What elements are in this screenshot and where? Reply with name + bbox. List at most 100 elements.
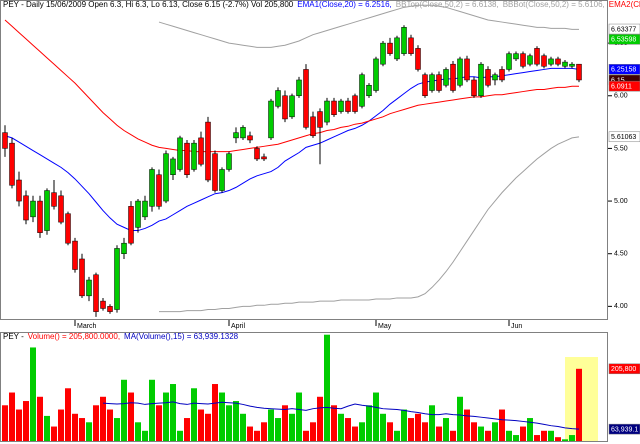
candle-body — [86, 279, 92, 297]
candle-body — [198, 137, 204, 165]
volume-bar — [450, 430, 456, 441]
volume-bar — [233, 401, 239, 441]
candle-body — [212, 153, 218, 191]
volume-bar — [247, 426, 253, 441]
volume-bar — [359, 422, 365, 441]
value-marker-label: 6.25158 — [611, 67, 636, 74]
candle-body — [562, 61, 568, 67]
value-marker — [608, 64, 640, 75]
candle-body — [485, 69, 491, 86]
volume-bar — [282, 405, 288, 441]
legend-entry: BBBot(Close,50,2) = 5.6106, — [503, 0, 605, 9]
volume-ma-line — [102, 401, 580, 430]
candle-body — [394, 37, 400, 60]
candle-body — [380, 42, 386, 65]
volume-bar — [338, 413, 344, 441]
volume-bar — [37, 396, 43, 441]
volume-bar — [65, 388, 71, 441]
candle-body — [23, 195, 29, 221]
volume-bar — [254, 430, 260, 441]
candle-body — [373, 58, 379, 91]
candle-body — [121, 242, 127, 254]
value-marker-label: 6.53598 — [611, 37, 636, 44]
candle-body — [191, 142, 197, 170]
y-tick-label: 5.50 — [614, 145, 628, 152]
volume-bar — [44, 415, 50, 441]
candle-body — [275, 90, 281, 107]
candle-body — [359, 74, 365, 107]
candle-body — [548, 58, 554, 65]
volume-bar — [16, 409, 22, 441]
candle-body — [366, 84, 372, 97]
candle-body — [436, 74, 442, 91]
legend-title: PEY - Daily 15/06/2009 Open 6.3, Hi 6.3,… — [3, 0, 294, 9]
volume-bar — [429, 405, 435, 441]
volume-bar — [478, 426, 484, 441]
volume-bar — [142, 430, 148, 441]
volume-bar — [114, 418, 120, 441]
candle-body — [254, 148, 260, 160]
candle-body — [128, 206, 134, 244]
value-marker-label: 205,800 — [611, 366, 636, 373]
candle-body — [44, 190, 50, 231]
legend-title: PEY - — [3, 332, 24, 341]
volume-bar — [401, 409, 407, 441]
candle-body — [240, 127, 246, 139]
candle-body — [478, 63, 484, 97]
candle-body — [450, 63, 456, 91]
volume-bar — [457, 396, 463, 441]
candle-body — [513, 53, 519, 60]
volume-bar — [471, 422, 477, 441]
volume-bar — [2, 405, 8, 441]
volume-bar — [170, 384, 176, 441]
volume-bar — [268, 409, 274, 441]
candle-body — [16, 179, 22, 202]
volume-bar — [345, 418, 351, 441]
volume-bar — [541, 430, 547, 441]
candle-body — [261, 156, 267, 160]
candle-body — [205, 121, 211, 181]
value-marker — [608, 423, 640, 435]
volume-bar — [163, 392, 169, 441]
candle-body — [142, 200, 148, 218]
candle-body — [569, 63, 575, 67]
volume-bar — [100, 396, 106, 441]
candle-body — [492, 74, 498, 81]
candle-body — [149, 169, 155, 207]
volume-bar — [23, 401, 29, 441]
volume-bar — [149, 379, 155, 441]
candle-body — [464, 58, 470, 81]
y-tick-label: 6.00 — [614, 93, 628, 100]
candle-body — [72, 240, 78, 270]
candle-body — [429, 74, 435, 91]
candle-body — [534, 48, 540, 65]
legend: PEY - Daily 15/06/2009 Open 6.3, Hi 6.3,… — [3, 0, 640, 9]
volume-bar — [366, 405, 372, 441]
volume-bar — [576, 368, 582, 441]
volume-bar — [275, 418, 281, 441]
candle-body — [37, 200, 43, 233]
candle-body — [471, 79, 477, 97]
candle-body — [422, 74, 428, 97]
candle-body — [401, 27, 407, 54]
value-marker-label: 6.0911 — [611, 84, 632, 91]
candle-body — [352, 95, 358, 112]
candle-body — [233, 132, 239, 139]
volume-bar — [506, 430, 512, 441]
volume-bar — [93, 405, 99, 441]
value-marker — [608, 80, 640, 92]
candle-body — [93, 274, 99, 312]
candle-body — [58, 195, 64, 223]
value-marker-label: 5.61063 — [611, 134, 636, 141]
volume-bar — [527, 418, 533, 441]
volume-bar — [562, 439, 568, 441]
candle-body — [303, 69, 309, 128]
volume-bar — [212, 384, 218, 441]
candle-body — [100, 300, 106, 309]
y-tick-label: 4.00 — [614, 303, 628, 310]
legend-entry: EMA2(Close,50) = 6.0911 — [609, 0, 640, 9]
candle-body — [541, 55, 547, 67]
x-tick-label: March — [77, 323, 97, 330]
candle-body — [282, 95, 288, 120]
